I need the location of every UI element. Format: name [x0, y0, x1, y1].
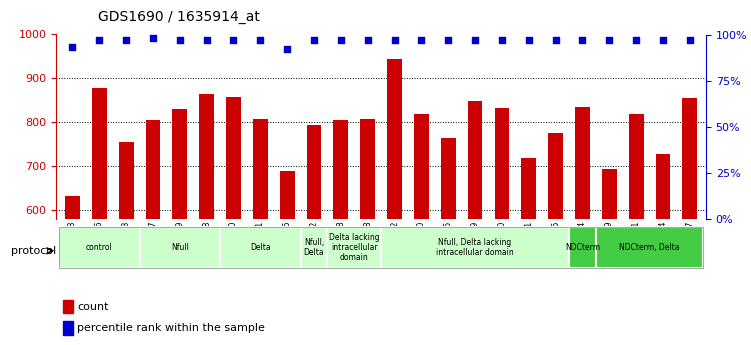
Bar	[65, 196, 80, 219]
Point	[630, 37, 642, 43]
Bar	[495, 108, 509, 219]
Bar	[333, 120, 348, 219]
Point	[281, 47, 293, 52]
Text: Nfull: Nfull	[171, 243, 189, 252]
Bar	[360, 119, 375, 219]
Point	[657, 37, 669, 43]
Point	[469, 37, 481, 43]
Bar	[300, 227, 327, 268]
Bar	[569, 227, 596, 268]
Bar	[656, 154, 671, 219]
Text: Delta lacking
intracellular
domain: Delta lacking intracellular domain	[329, 233, 379, 263]
Point	[335, 37, 347, 43]
Bar	[327, 227, 381, 268]
Text: Nfull, Delta lacking
intracellular domain: Nfull, Delta lacking intracellular domai…	[436, 238, 514, 257]
Point	[523, 37, 535, 43]
Text: Delta: Delta	[250, 243, 270, 252]
Bar	[381, 227, 569, 268]
Bar	[226, 97, 241, 219]
Bar	[441, 138, 456, 219]
Point	[603, 37, 615, 43]
Bar	[59, 227, 140, 268]
Bar	[414, 114, 429, 219]
Bar	[220, 227, 300, 268]
Point	[388, 37, 400, 43]
Bar	[119, 142, 134, 219]
Bar	[602, 169, 617, 219]
Point	[66, 45, 78, 50]
Bar	[63, 321, 73, 335]
Text: Nfull,
Delta: Nfull, Delta	[303, 238, 324, 257]
Text: control: control	[86, 243, 113, 252]
Point	[362, 37, 374, 43]
Bar	[92, 88, 107, 219]
Bar	[63, 300, 73, 313]
Point	[228, 37, 240, 43]
Bar	[306, 125, 321, 219]
Bar	[140, 227, 220, 268]
Point	[684, 37, 696, 43]
Bar	[629, 114, 644, 219]
Point	[120, 37, 132, 43]
Point	[415, 37, 427, 43]
Bar	[521, 158, 536, 219]
Point	[442, 37, 454, 43]
Bar	[199, 94, 214, 219]
Point	[308, 37, 320, 43]
Bar	[548, 134, 563, 219]
Bar	[575, 107, 590, 219]
Bar	[173, 109, 187, 219]
Point	[147, 36, 159, 41]
Bar	[683, 98, 697, 219]
Bar	[253, 119, 267, 219]
Bar	[468, 101, 482, 219]
Point	[93, 37, 105, 43]
Point	[201, 37, 213, 43]
Point	[550, 37, 562, 43]
Text: count: count	[77, 302, 109, 312]
Text: NDCterm, Delta: NDCterm, Delta	[620, 243, 680, 252]
Point	[173, 37, 185, 43]
Bar	[280, 171, 294, 219]
Bar	[146, 120, 161, 219]
Text: protocol: protocol	[11, 246, 56, 256]
Text: GDS1690 / 1635914_at: GDS1690 / 1635914_at	[98, 10, 260, 24]
Text: percentile rank within the sample: percentile rank within the sample	[77, 323, 265, 333]
Point	[577, 37, 589, 43]
Point	[255, 37, 267, 43]
Point	[496, 37, 508, 43]
Text: NDCterm: NDCterm	[565, 243, 600, 252]
Bar	[388, 59, 402, 219]
Bar	[596, 227, 703, 268]
